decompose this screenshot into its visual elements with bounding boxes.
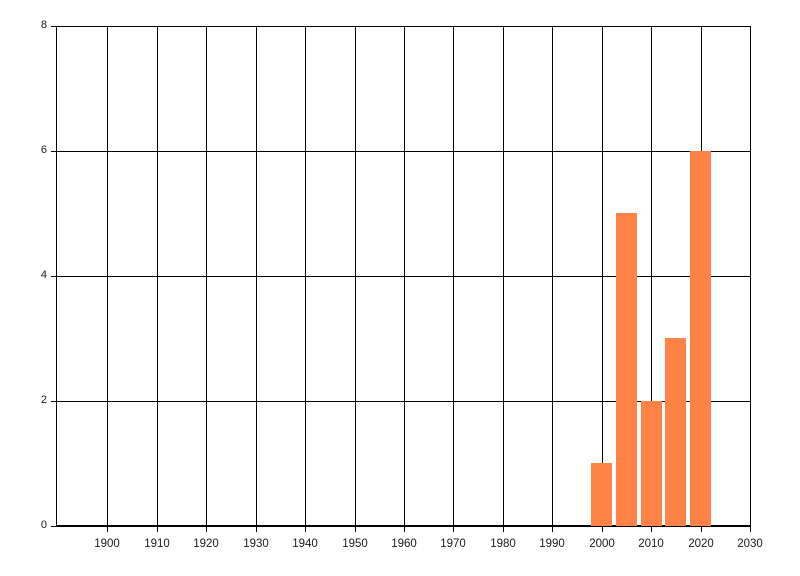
bar-2000[interactable]: [591, 463, 612, 526]
x-tick-label: 1960: [391, 538, 417, 550]
x-tick-mark: [256, 526, 257, 532]
y-tick-label: 4: [40, 269, 47, 281]
gridline-horizontal: [56, 526, 750, 527]
x-axis-line: [56, 525, 750, 526]
x-tick-label: 1950: [342, 538, 368, 550]
x-tick-mark: [503, 526, 504, 532]
gridline-vertical: [206, 26, 207, 526]
y-tick-label: 2: [40, 394, 47, 406]
bar-2005[interactable]: [616, 213, 637, 526]
x-tick-mark: [750, 526, 751, 532]
x-tick-label: 1930: [243, 538, 269, 550]
y-tick-mark: [51, 151, 56, 152]
x-tick-label: 1910: [144, 538, 170, 550]
x-tick-label: 1940: [292, 538, 318, 550]
gridline-vertical: [552, 26, 553, 526]
x-tick-label: 2020: [688, 538, 714, 550]
gridline-vertical: [503, 26, 504, 526]
bar-2020[interactable]: [690, 151, 711, 526]
x-tick-label: 2000: [589, 538, 615, 550]
gridline-horizontal: [56, 401, 750, 402]
gridline-vertical: [355, 26, 356, 526]
y-tick-label: 0: [40, 519, 47, 531]
x-tick-mark: [355, 526, 356, 532]
gridline-vertical: [404, 26, 405, 526]
x-tick-mark: [602, 526, 603, 532]
bar-2015[interactable]: [665, 338, 686, 526]
x-tick-label: 1980: [490, 538, 516, 550]
y-tick-mark: [51, 26, 56, 27]
gridline-horizontal: [56, 276, 750, 277]
x-tick-mark: [305, 526, 306, 532]
x-tick-mark: [651, 526, 652, 532]
x-tick-label: 2030: [737, 538, 763, 550]
x-tick-mark: [404, 526, 405, 532]
gridline-horizontal: [56, 26, 750, 27]
x-tick-mark: [157, 526, 158, 532]
x-tick-label: 1900: [94, 538, 120, 550]
x-tick-label: 1970: [440, 538, 466, 550]
y-tick-mark: [51, 526, 56, 527]
x-tick-label: 2010: [638, 538, 664, 550]
x-tick-mark: [206, 526, 207, 532]
gridline-vertical: [750, 26, 751, 526]
gridline-vertical: [256, 26, 257, 526]
bar-2010[interactable]: [641, 401, 662, 526]
x-tick-mark: [552, 526, 553, 532]
gridline-horizontal: [56, 151, 750, 152]
x-tick-mark: [107, 526, 108, 532]
y-tick-label: 6: [40, 144, 47, 156]
y-tick-mark: [51, 276, 56, 277]
x-tick-mark: [453, 526, 454, 532]
y-tick-mark: [51, 401, 56, 402]
gridline-vertical: [107, 26, 108, 526]
x-tick-label: 1990: [539, 538, 565, 550]
gridline-vertical: [651, 26, 652, 526]
gridline-vertical: [602, 26, 603, 526]
plot-area: [56, 26, 751, 527]
x-tick-label: 1920: [193, 538, 219, 550]
gridline-vertical: [305, 26, 306, 526]
gridline-vertical: [453, 26, 454, 526]
y-tick-label: 8: [40, 19, 47, 31]
x-tick-mark: [701, 526, 702, 532]
gridline-vertical: [157, 26, 158, 526]
